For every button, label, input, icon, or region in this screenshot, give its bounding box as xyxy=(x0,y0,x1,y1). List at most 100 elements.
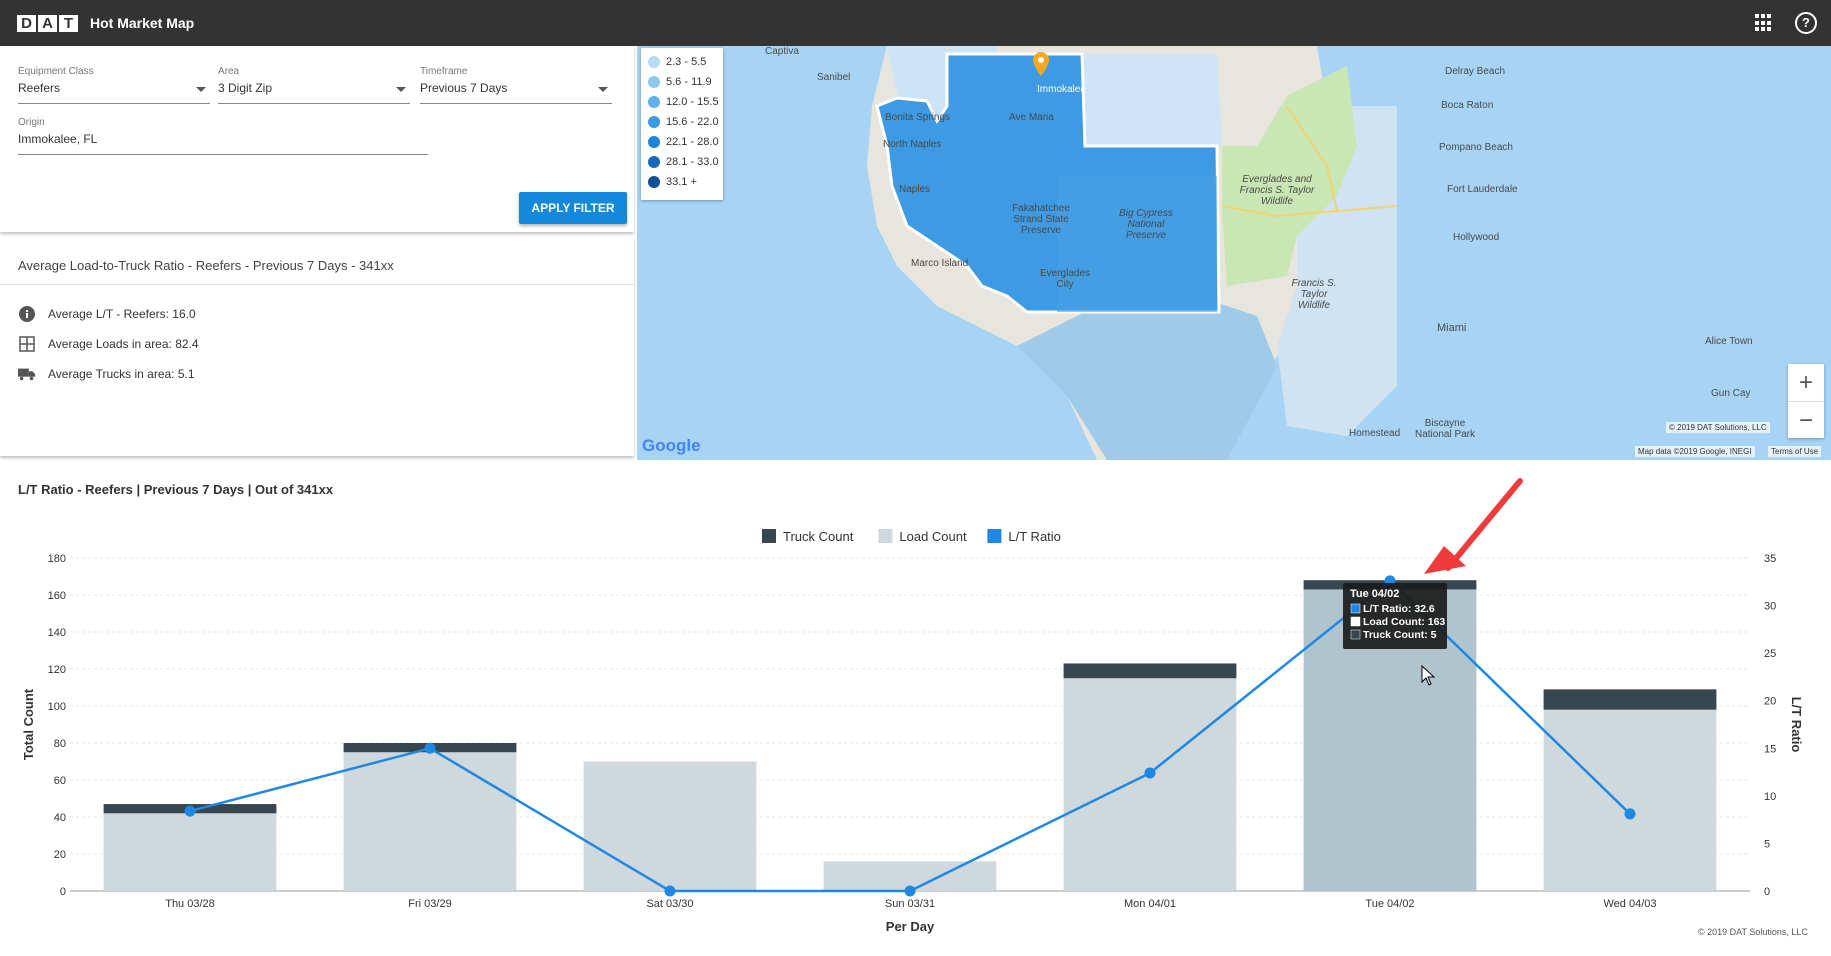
y-tick-label: 160 xyxy=(48,590,66,602)
stat-text: Average Loads in area: 82.4 xyxy=(48,337,199,351)
lt-ratio-point[interactable] xyxy=(904,885,916,897)
filter-panel: Equipment Class Reefers Area 3 Digit Zip… xyxy=(0,46,634,232)
origin-input[interactable]: Origin Immokalee, FL xyxy=(18,117,428,155)
map-place-label: Ave Maria xyxy=(1009,112,1054,123)
map-place-label: Marco Island xyxy=(911,258,969,269)
chart-svg: 0 20 40 60 80 100 120 140 160 180 0 5 10 15 20 25 30 35 Th… xyxy=(21,478,1804,934)
map-canvas[interactable] xyxy=(637,46,1831,460)
map-place-label: Big Cypress National Preserve xyxy=(1119,208,1173,241)
x-tick-label: Mon 04/01 xyxy=(1124,898,1176,910)
y-tick-label: 40 xyxy=(54,812,66,824)
summary-panel: Average Load-to-Truck Ratio - Reefers - … xyxy=(0,238,634,456)
app-title: Hot Market Map xyxy=(90,15,195,31)
load-count-bar[interactable] xyxy=(1543,709,1717,891)
y-tick-label: 120 xyxy=(48,664,66,676)
load-count-bar[interactable] xyxy=(343,752,517,891)
apps-grid-icon[interactable] xyxy=(1755,14,1773,32)
equipment-class-label: Equipment Class xyxy=(18,66,94,77)
logo-letter: T xyxy=(59,14,78,32)
help-icon[interactable]: ? xyxy=(1795,12,1817,34)
tooltip-line: Truck Count: 5 xyxy=(1363,629,1437,641)
legend-swatch[interactable] xyxy=(762,529,776,543)
map-place-label: Naples xyxy=(899,184,931,195)
map-place-label: Pompano Beach xyxy=(1439,142,1513,153)
area-label: Area xyxy=(218,66,240,77)
load-count-bar[interactable] xyxy=(583,761,757,892)
map-place-label: Miami xyxy=(1437,322,1467,334)
tooltip-swatch xyxy=(1350,629,1361,640)
stat-average-trucks: Average Trucks in area: 5.1 xyxy=(18,365,195,383)
equipment-class-select[interactable]: Equipment Class Reefers xyxy=(18,66,210,104)
zoom-out-button[interactable]: − xyxy=(1798,407,1813,434)
map-place-label: Gun Cay xyxy=(1711,388,1751,399)
info-icon xyxy=(18,305,36,323)
y2-tick-label: 15 xyxy=(1764,743,1776,755)
map-pin-icon[interactable] xyxy=(1033,52,1049,76)
dat-logo[interactable]: D A T xyxy=(17,14,80,32)
x-tick-label: Fri 03/29 xyxy=(408,898,451,910)
stat-text: Average L/T - Reefers: 16.0 xyxy=(48,307,196,321)
truck-icon xyxy=(18,365,36,383)
map-place-label: Immokalee xyxy=(1037,84,1086,95)
apply-filter-button[interactable]: APPLY FILTER xyxy=(519,192,627,224)
load-count-bar[interactable] xyxy=(1063,678,1237,891)
legend-swatch[interactable] xyxy=(987,529,1002,543)
hot-market-map[interactable]: 2.3 - 5.5 5.6 - 11.9 12.0 - 15.5 15.6 - … xyxy=(637,46,1831,460)
map-place-label: Homestead xyxy=(1349,428,1401,439)
tooltip-swatch xyxy=(1350,616,1361,627)
lt-ratio-point[interactable] xyxy=(1624,808,1636,820)
timeframe-select[interactable]: Timeframe Previous 7 Days xyxy=(420,66,612,104)
area-select[interactable]: Area 3 Digit Zip xyxy=(218,66,410,104)
map-place-label: Boca Raton xyxy=(1441,100,1494,111)
zoom-in-button[interactable]: + xyxy=(1788,364,1824,402)
legend-item: 33.1 + xyxy=(648,176,697,188)
tooltip-title: Tue 04/02 xyxy=(1350,588,1399,600)
logo-letter: A xyxy=(38,14,57,32)
y-tick-label: 100 xyxy=(48,701,66,713)
chart-title: L/T Ratio - Reefers | Previous 7 Days | … xyxy=(18,482,334,497)
y2-tick-label: 0 xyxy=(1764,886,1770,898)
origin-value[interactable]: Immokalee, FL xyxy=(18,132,98,146)
legend-item: 15.6 - 22.0 xyxy=(648,116,719,128)
map-place-label: North Naples xyxy=(883,139,942,150)
load-count-bar[interactable] xyxy=(103,813,277,891)
map-data-attribution: Map data ©2019 Google, INEGI xyxy=(1635,446,1755,457)
lt-ratio-point[interactable] xyxy=(664,885,676,897)
equipment-class-value: Reefers xyxy=(18,81,61,95)
y-tick-label: 180 xyxy=(48,553,66,565)
y-axis-label: Total Count xyxy=(21,688,36,760)
map-place-label: Francis S. Taylor Wildlife xyxy=(1291,278,1337,311)
x-tick-label: Tue 04/02 xyxy=(1365,898,1414,910)
google-logo: Google xyxy=(642,436,701,455)
legend-item: 2.3 - 5.5 xyxy=(648,56,706,68)
lt-ratio-point[interactable] xyxy=(424,742,436,754)
timeframe-label: Timeframe xyxy=(420,66,468,77)
y-tick-label: 0 xyxy=(60,886,66,898)
y-tick-label: 140 xyxy=(48,627,66,639)
map-legend: 2.3 - 5.5 5.6 - 11.9 12.0 - 15.5 15.6 - … xyxy=(641,48,723,200)
x-tick-label: Wed 04/03 xyxy=(1603,898,1656,910)
truck-count-bar[interactable] xyxy=(1063,663,1237,679)
map-place-label: Alice Town xyxy=(1705,336,1753,347)
map-place-label: Everglades and Francis S. Taylor Wildlif… xyxy=(1239,174,1315,207)
chevron-down-icon xyxy=(598,87,608,92)
legend-label: L/T Ratio xyxy=(1008,529,1061,544)
legend-item: 28.1 - 33.0 xyxy=(648,156,719,168)
lt-ratio-point[interactable] xyxy=(1144,767,1156,779)
logo-letter: D xyxy=(17,14,36,32)
stat-average-lt: Average L/T - Reefers: 16.0 xyxy=(18,305,196,323)
x-axis-label: Per Day xyxy=(886,919,935,934)
x-tick-label: Sun 03/31 xyxy=(885,898,935,910)
map-place-label: Captiva xyxy=(765,46,799,57)
truck-count-bar[interactable] xyxy=(1543,689,1717,710)
lt-ratio-point[interactable] xyxy=(184,805,196,817)
map-place-label: Hollywood xyxy=(1453,232,1500,243)
timeframe-value: Previous 7 Days xyxy=(420,81,508,95)
top-bar: D A T Hot Market Map ? xyxy=(0,0,1831,46)
y2-tick-label: 5 xyxy=(1764,838,1770,850)
terms-of-use-link[interactable]: Terms of Use xyxy=(1768,446,1822,457)
red-arrow-icon xyxy=(1445,478,1523,571)
legend-swatch[interactable] xyxy=(878,529,893,543)
map-place-label: Fort Lauderdale xyxy=(1447,184,1518,195)
map-place-label: Fakahatchee Strand State Preserve xyxy=(1012,203,1070,236)
